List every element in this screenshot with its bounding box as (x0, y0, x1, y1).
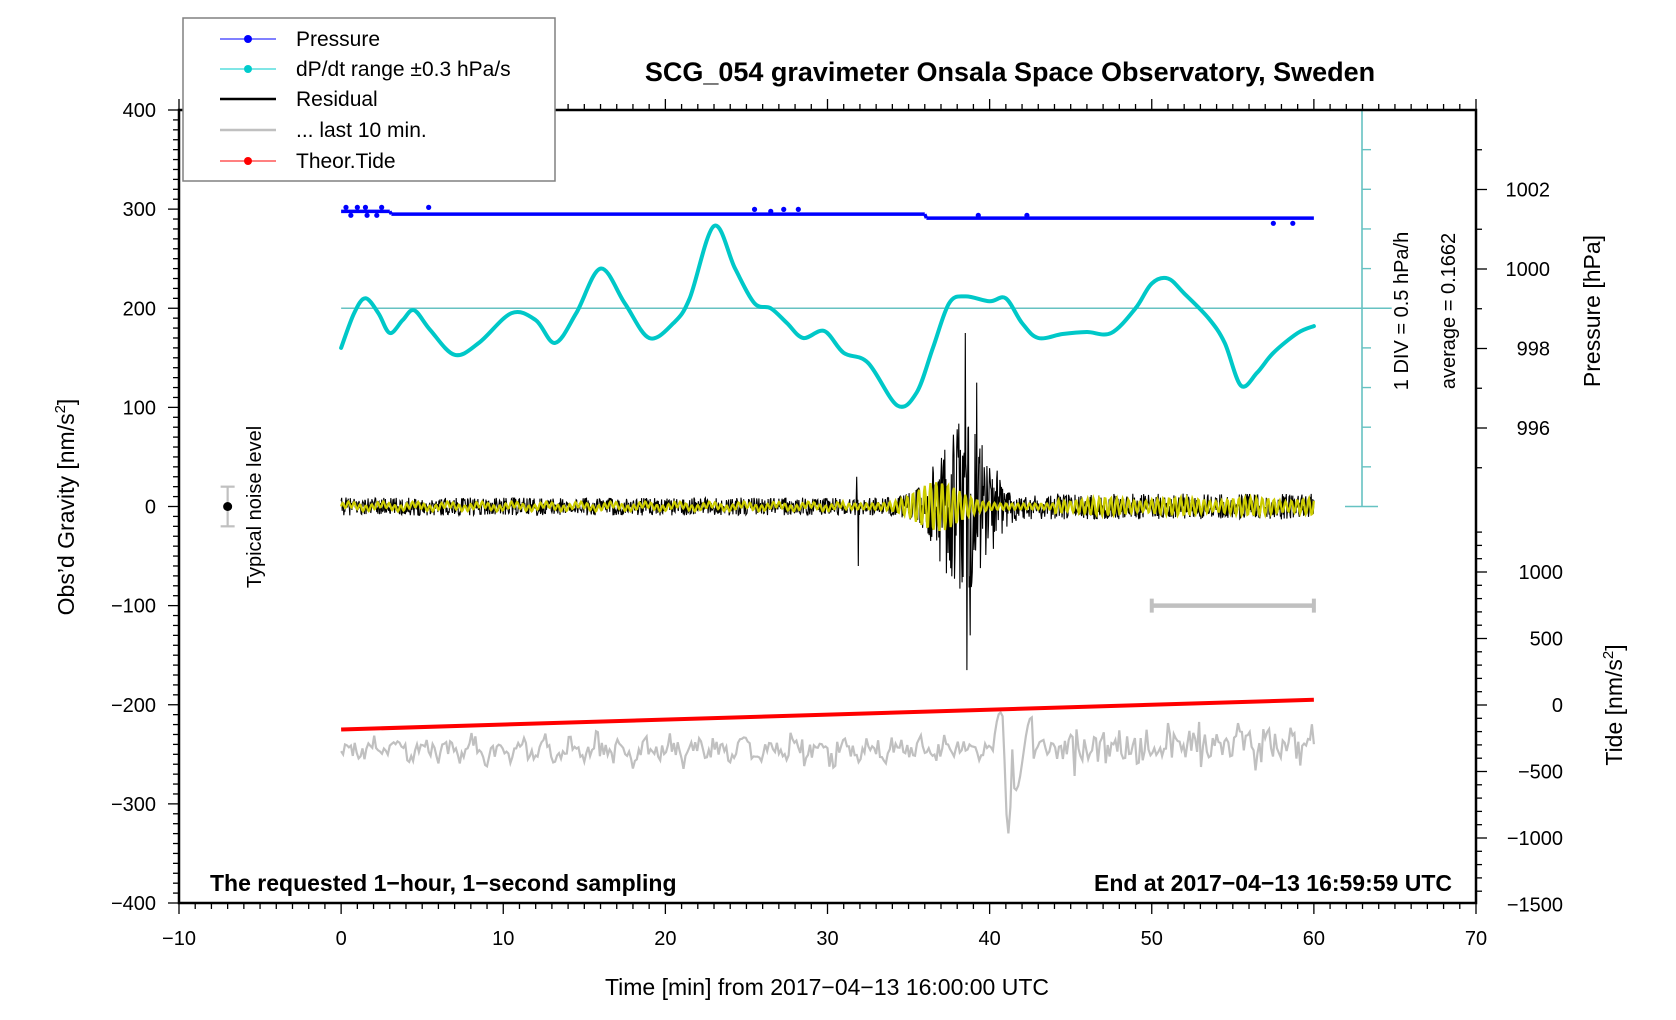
pressure-point (426, 204, 432, 210)
pressure-point (751, 206, 758, 212)
annotation-end-time: End at 2017−04−13 16:59:59 UTC (1094, 870, 1452, 896)
y-tide-tick-label: −1000 (1507, 828, 1563, 850)
noise-level-label: Typical noise level (244, 426, 266, 588)
pressure-point (343, 204, 349, 210)
y-left-tick-label: −300 (111, 794, 156, 816)
annotation-sampling: The requested 1−hour, 1−second sampling (210, 870, 677, 896)
tide-axis-label-close: ] (1601, 644, 1627, 650)
y-tide-tick-labels: 1000 500 0 −500 −1000 −1500 (1507, 562, 1563, 917)
tide-axis-label-sup: 2 (1600, 651, 1617, 659)
y-left-axis-label-close: ] (53, 399, 79, 405)
y-pressure-tick-label: 1002 (1506, 180, 1551, 202)
legend-entry: dP/dt range ±0.3 hPa/s (220, 58, 511, 81)
series-residual-filtered (340, 482, 1315, 532)
y-tide-tick-label: −500 (1518, 762, 1563, 784)
legend-entry: ... last 10 min. (220, 119, 427, 142)
series-theor-tide (341, 697, 1314, 732)
legend-entry: Pressure (220, 28, 380, 51)
y-left-tick-labels: 400 300 200 100 0 −100 −200 −300 −400 (111, 100, 156, 915)
y-pressure-tick-labels: 1002 1000 998 996 (1506, 180, 1551, 441)
x-tick-label: 0 (336, 928, 347, 950)
legend-label: dP/dt range ±0.3 hPa/s (296, 58, 511, 81)
pressure-point (374, 212, 380, 218)
y-left-tick-label: 400 (123, 100, 156, 122)
y-left-axis-label-text: Obs’d Gravity [nm/s (53, 413, 79, 615)
y-pressure-tick-label: 998 (1517, 339, 1550, 361)
dpdt-scale-note: 1 DIV = 0.5 hPa/h (1391, 232, 1413, 390)
y-left-tick-label: −400 (111, 893, 156, 915)
x-tick-labels: −10 0 10 20 30 40 50 60 70 (162, 928, 1487, 950)
x-tick-label: 20 (654, 928, 676, 950)
pressure-point (348, 212, 354, 218)
x-tick-label: 70 (1465, 928, 1487, 950)
pressure-point (1290, 220, 1296, 226)
pressure-point (1024, 212, 1030, 218)
x-tick-label: −10 (162, 928, 196, 950)
y-tide-tick-label: 500 (1530, 629, 1563, 651)
legend-marker (244, 157, 252, 165)
x-tick-label: 40 (979, 928, 1001, 950)
legend-entry: Theor.Tide (220, 150, 396, 173)
pressure-point (362, 204, 369, 210)
legend-marker (244, 35, 252, 43)
noise-level-dot (223, 502, 233, 511)
tide-axis-label-text: Tide [nm/s (1601, 659, 1627, 766)
y-left-tick-label: −100 (111, 596, 156, 618)
x-axis-label: Time [min] from 2017−04−13 16:00:00 UTC (605, 974, 1049, 1000)
y-tide-tick-label: −1500 (1507, 895, 1563, 917)
y-left-tick-label: 0 (145, 497, 156, 519)
series-last-10-min (340, 710, 1315, 834)
pressure-point (354, 204, 360, 210)
pressure-point (975, 212, 981, 218)
series-pressure-segment (388, 210, 393, 216)
pressure-point (1270, 220, 1276, 226)
pressure-point (795, 206, 801, 212)
y-pressure-tick-label: 996 (1517, 418, 1550, 440)
y-left-tick-label: 100 (123, 397, 156, 419)
legend-entries: Pressure dP/dt range ±0.3 hPa/s Residual..… (220, 28, 511, 173)
legend-label: ... last 10 min. (296, 119, 427, 142)
legend-label: Pressure (296, 28, 380, 51)
y-left-tick-label: −200 (111, 695, 156, 717)
legend-marker (244, 65, 252, 73)
pressure-axis-label: Pressure [hPa] (1579, 235, 1605, 387)
legend-label: Residual (296, 88, 378, 111)
y-tide-tick-label: 0 (1552, 695, 1563, 717)
y-left-tick-label: 200 (123, 298, 156, 320)
x-tick-label: 60 (1303, 928, 1325, 950)
y-left-axis-label-sup: 2 (52, 405, 69, 413)
x-tick-label: 30 (816, 928, 838, 950)
series-pressure-segment (923, 213, 929, 219)
dpdt-average-note: average = 0.1662 (1438, 233, 1460, 389)
y-pressure-tick-label: 1000 (1506, 259, 1551, 281)
y-left-tick-label: 300 (123, 199, 156, 221)
y-left-axis-label: Obs’d Gravity [nm/s2] (52, 399, 79, 616)
legend-entry: Residual (220, 88, 378, 111)
legend-label: Theor.Tide (296, 150, 396, 173)
pressure-point (768, 208, 774, 214)
series-layer (220, 109, 1392, 834)
legend: Pressure dP/dt range ±0.3 hPa/s Residual..… (182, 17, 556, 182)
pressure-point (781, 206, 787, 212)
tide-axis-label: Tide [nm/s2] (1600, 644, 1627, 765)
chart-title: SCG_054 gravimeter Onsala Space Observat… (645, 57, 1375, 87)
series-residual (340, 332, 1315, 671)
x-tick-label: 10 (492, 928, 514, 950)
pressure-point (364, 212, 370, 218)
x-tick-label: 50 (1141, 928, 1163, 950)
pressure-point (379, 204, 385, 210)
y-tide-tick-label: 1000 (1519, 562, 1564, 584)
